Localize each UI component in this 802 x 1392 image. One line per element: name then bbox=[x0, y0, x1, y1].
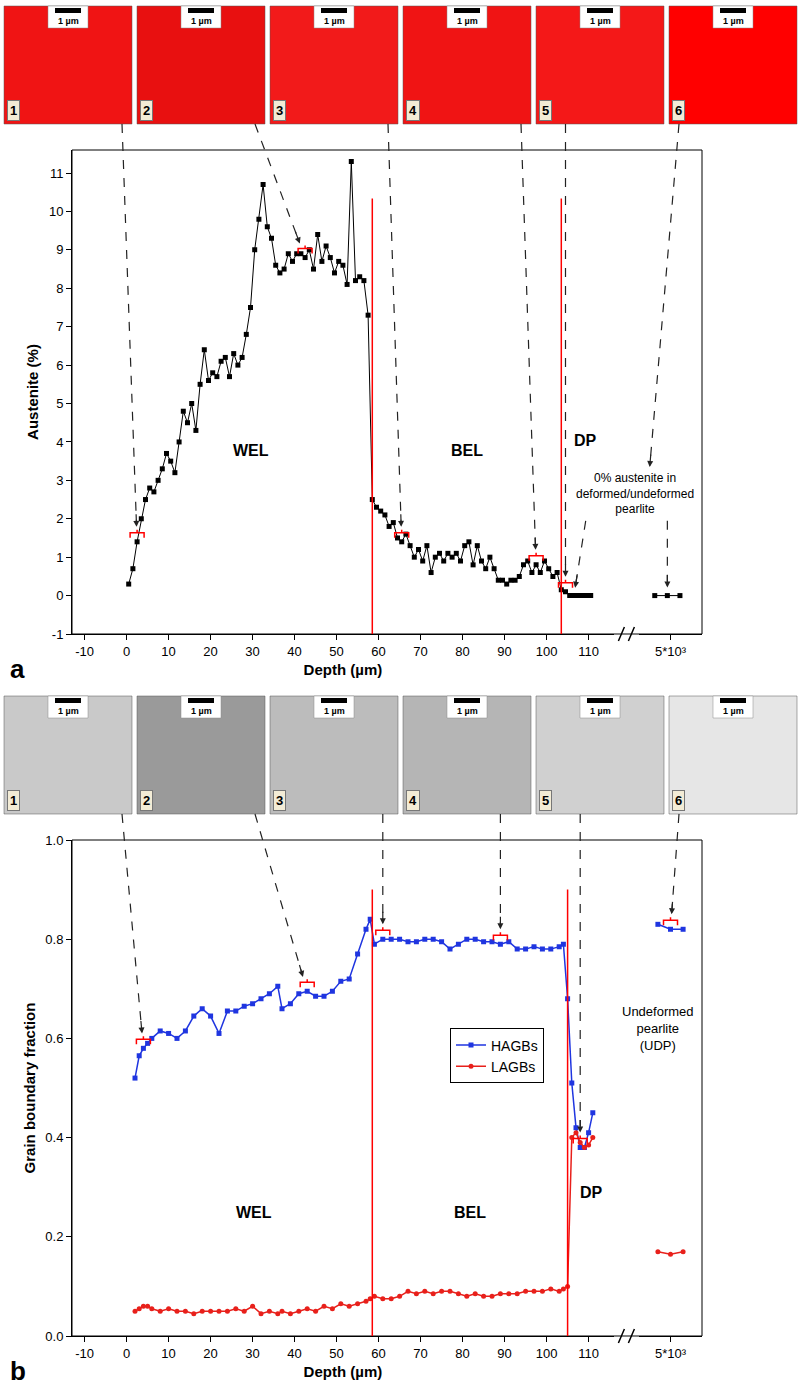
svg-text:0.6: 0.6 bbox=[45, 1031, 63, 1046]
svg-text:6: 6 bbox=[675, 793, 682, 808]
svg-text:1 µm: 1 µm bbox=[58, 16, 79, 26]
svg-text:7: 7 bbox=[56, 319, 63, 334]
svg-text:-10: -10 bbox=[75, 1346, 94, 1361]
svg-text:WEL: WEL bbox=[233, 442, 269, 459]
svg-text:6: 6 bbox=[675, 103, 682, 118]
svg-text:60: 60 bbox=[371, 644, 385, 659]
svg-text:100: 100 bbox=[536, 644, 558, 659]
svg-text:1: 1 bbox=[56, 550, 63, 565]
svg-text:10: 10 bbox=[49, 204, 63, 219]
svg-text:Undeformedpearlite(UDP): Undeformedpearlite(UDP) bbox=[622, 1004, 694, 1053]
svg-text:5*10³: 5*10³ bbox=[655, 644, 687, 659]
svg-text:4: 4 bbox=[56, 434, 63, 449]
svg-text:40: 40 bbox=[287, 1346, 301, 1361]
svg-text:2: 2 bbox=[143, 793, 150, 808]
svg-text:80: 80 bbox=[455, 644, 469, 659]
svg-text:80: 80 bbox=[455, 1346, 469, 1361]
svg-text:50: 50 bbox=[329, 1346, 343, 1361]
svg-text:4: 4 bbox=[409, 103, 417, 118]
svg-text:1 µm: 1 µm bbox=[723, 706, 744, 716]
svg-text:1 µm: 1 µm bbox=[324, 16, 345, 26]
svg-text:30: 30 bbox=[245, 644, 259, 659]
svg-text:0: 0 bbox=[123, 644, 130, 659]
svg-text:3: 3 bbox=[56, 473, 63, 488]
svg-text:Depth (µm): Depth (µm) bbox=[304, 1363, 383, 1380]
svg-text:2: 2 bbox=[56, 511, 63, 526]
svg-text:0.0: 0.0 bbox=[45, 1329, 63, 1344]
svg-text:1: 1 bbox=[10, 793, 17, 808]
svg-text:3: 3 bbox=[276, 793, 283, 808]
svg-text:0% austenite indeformed/undefo: 0% austenite indeformed/undeformedpearli… bbox=[576, 471, 694, 516]
svg-text:5: 5 bbox=[56, 396, 63, 411]
svg-text:1 µm: 1 µm bbox=[324, 706, 345, 716]
svg-text:1.0: 1.0 bbox=[45, 833, 63, 848]
svg-text:60: 60 bbox=[371, 1346, 385, 1361]
svg-text:50: 50 bbox=[329, 644, 343, 659]
svg-text:Austenite (%): Austenite (%) bbox=[24, 344, 41, 440]
svg-text:2: 2 bbox=[143, 103, 150, 118]
svg-text:40: 40 bbox=[287, 644, 301, 659]
svg-text:10: 10 bbox=[161, 644, 175, 659]
svg-text:0: 0 bbox=[56, 588, 63, 603]
svg-text:a: a bbox=[10, 654, 25, 684]
svg-text:LAGBs: LAGBs bbox=[491, 1059, 535, 1075]
svg-text:70: 70 bbox=[413, 644, 427, 659]
svg-text:WEL: WEL bbox=[236, 1204, 272, 1221]
svg-text:20: 20 bbox=[203, 1346, 217, 1361]
svg-text:0: 0 bbox=[123, 1346, 130, 1361]
svg-text:30: 30 bbox=[245, 1346, 259, 1361]
svg-text:0.4: 0.4 bbox=[45, 1130, 63, 1145]
svg-text:70: 70 bbox=[413, 1346, 427, 1361]
svg-text:3: 3 bbox=[276, 103, 283, 118]
svg-text:HAGBs: HAGBs bbox=[491, 1038, 538, 1054]
svg-text:6: 6 bbox=[56, 358, 63, 373]
svg-text:BEL: BEL bbox=[451, 442, 483, 459]
svg-text:DP: DP bbox=[580, 1184, 603, 1201]
svg-text:1 µm: 1 µm bbox=[457, 706, 478, 716]
svg-text:90: 90 bbox=[497, 644, 511, 659]
svg-text:Grain boundary fraction: Grain boundary fraction bbox=[21, 1003, 38, 1174]
svg-text:5: 5 bbox=[542, 793, 549, 808]
svg-text:1 µm: 1 µm bbox=[590, 706, 611, 716]
svg-text:9: 9 bbox=[56, 242, 63, 257]
svg-text:1 µm: 1 µm bbox=[457, 16, 478, 26]
svg-text:0.8: 0.8 bbox=[45, 932, 63, 947]
svg-text:DP: DP bbox=[574, 432, 597, 449]
svg-text:b: b bbox=[10, 1356, 26, 1386]
svg-text:1 µm: 1 µm bbox=[590, 16, 611, 26]
svg-text:90: 90 bbox=[497, 1346, 511, 1361]
svg-text:10: 10 bbox=[161, 1346, 175, 1361]
svg-text:0.2: 0.2 bbox=[45, 1229, 63, 1244]
svg-text:110: 110 bbox=[578, 644, 599, 659]
svg-text:11: 11 bbox=[50, 166, 64, 181]
svg-text:Depth (µm): Depth (µm) bbox=[304, 661, 383, 678]
svg-text:5*10³: 5*10³ bbox=[655, 1346, 687, 1361]
svg-text:110: 110 bbox=[578, 1346, 599, 1361]
svg-text:100: 100 bbox=[536, 1346, 558, 1361]
svg-text:1 µm: 1 µm bbox=[191, 706, 212, 716]
svg-text:1 µm: 1 µm bbox=[723, 16, 744, 26]
svg-text:4: 4 bbox=[409, 793, 417, 808]
svg-text:5: 5 bbox=[542, 103, 549, 118]
svg-text:1: 1 bbox=[10, 103, 17, 118]
svg-text:1 µm: 1 µm bbox=[191, 16, 212, 26]
svg-text:-10: -10 bbox=[75, 644, 94, 659]
svg-text:20: 20 bbox=[203, 644, 217, 659]
svg-text:BEL: BEL bbox=[454, 1204, 486, 1221]
svg-text:-1: -1 bbox=[52, 627, 64, 642]
svg-text:8: 8 bbox=[56, 281, 63, 296]
svg-text:1 µm: 1 µm bbox=[58, 706, 79, 716]
